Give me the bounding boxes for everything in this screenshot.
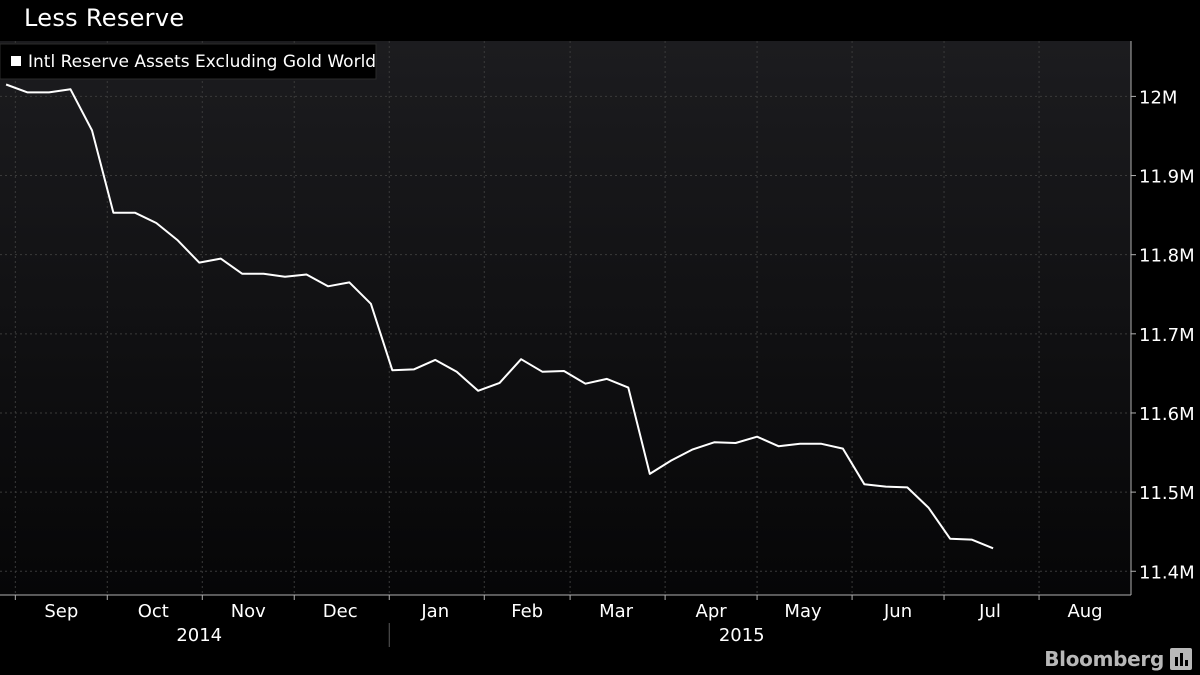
chart-title: Less Reserve — [24, 4, 185, 32]
y-tick-label: 12M — [1139, 87, 1177, 108]
x-axis-ticks: Sep Oct Nov Dec Jan Feb Mar Apr May Jun Jul Aug 2014… — [14, 595, 1103, 647]
legend: Intl Reserve Assets Excluding Gold World — [0, 43, 377, 80]
x-tick-label: Jul — [978, 601, 1001, 622]
legend-label: Intl Reserve Assets Excluding Gold World — [28, 52, 376, 72]
y-tick-label: 11.7M — [1139, 325, 1195, 346]
y-tick-label: 11.6M — [1139, 404, 1195, 425]
x-tick-label: Sep — [44, 601, 78, 622]
x-year-label: 2014 — [176, 625, 222, 646]
x-tick-label: Nov — [231, 601, 266, 622]
y-axis-ticks: 11.4M 11.5M 11.6M 11.7M 11.8M 11.9M 12M — [1131, 87, 1195, 583]
x-tick-label: Jan — [420, 601, 449, 622]
horizontal-gridlines — [0, 95, 1131, 572]
series-line — [5, 83, 994, 550]
x-tick-label: Mar — [599, 601, 634, 622]
x-tick-label: Aug — [1067, 601, 1102, 622]
x-tick-label: Jun — [883, 601, 912, 622]
bloomberg-logo: Bloomberg — [1044, 647, 1192, 671]
legend-swatch — [11, 56, 21, 66]
vertical-gridlines — [14, 41, 1040, 595]
x-tick-label: Apr — [696, 601, 728, 622]
x-year-label: 2015 — [719, 625, 765, 646]
y-tick-label: 11.9M — [1139, 167, 1195, 188]
y-tick-label: 11.8M — [1139, 246, 1195, 267]
series-group — [5, 83, 994, 550]
x-tick-label: May — [784, 601, 822, 622]
x-tick-label: Oct — [138, 601, 169, 622]
y-tick-label: 11.5M — [1139, 483, 1195, 504]
bar-chart-icon — [1170, 648, 1192, 670]
x-tick-label: Feb — [511, 601, 543, 622]
plot-area — [0, 41, 1131, 595]
x-tick-label: Dec — [323, 601, 358, 622]
y-tick-label: 11.4M — [1139, 562, 1195, 583]
brand-name: Bloomberg — [1044, 647, 1164, 671]
